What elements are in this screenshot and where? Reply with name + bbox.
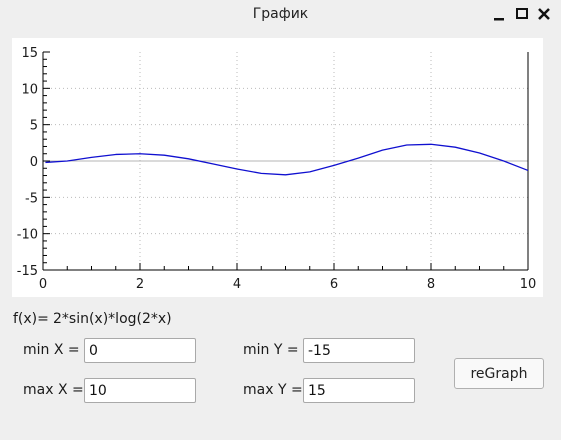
minimize-icon[interactable] (492, 6, 506, 21)
close-icon[interactable] (537, 6, 551, 20)
min-y-label: min Y = (243, 342, 299, 358)
max-x-label: max X = (23, 382, 84, 398)
maximize-icon[interactable] (515, 6, 529, 20)
y-tick-label: 10 (21, 82, 38, 97)
title-bar: График (0, 0, 561, 28)
y-tick-label: 15 (21, 46, 38, 61)
y-tick-label: 5 (30, 119, 38, 134)
y-tick-label: -15 (17, 264, 38, 279)
x-tick-label: 8 (427, 277, 435, 292)
min-x-label: min X = (23, 342, 80, 358)
function-chart: 0 2 4 6 8 10 15 10 5 0 -5 -10 -15 (17, 46, 537, 292)
x-tick-label: 0 (39, 277, 47, 292)
plot-area: 0 2 4 6 8 10 15 10 5 0 -5 -10 -15 (12, 38, 543, 297)
x-tick-label: 4 (233, 277, 241, 292)
min-y-input[interactable] (303, 338, 415, 363)
function-expression: 2*sin(x)*log(2*x) (53, 311, 172, 327)
y-tick-label: 0 (30, 155, 38, 170)
y-tick-label: -10 (17, 228, 38, 243)
x-tick-label: 10 (520, 277, 537, 292)
max-y-input[interactable] (303, 378, 415, 403)
x-tick-label: 6 (330, 277, 338, 292)
max-y-label: max Y = (243, 382, 303, 398)
regraph-button[interactable]: reGraph (454, 358, 544, 389)
max-x-input[interactable] (84, 378, 196, 403)
series-line (45, 143, 529, 176)
window-title: График (252, 6, 309, 22)
x-tick-label: 2 (136, 277, 144, 292)
y-tick-label: -5 (25, 191, 38, 206)
function-label: f(x)= (13, 311, 49, 327)
min-x-input[interactable] (84, 338, 196, 363)
